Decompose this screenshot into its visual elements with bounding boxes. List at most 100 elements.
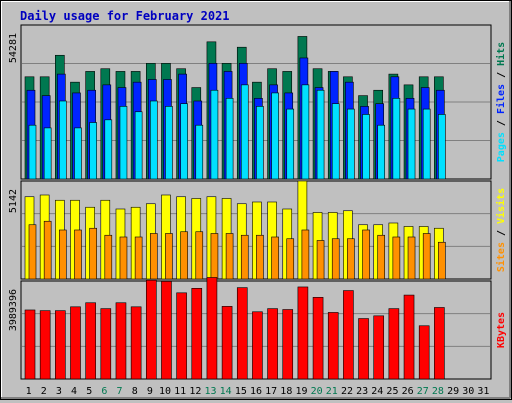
pages-bar-day-17 [271,92,279,180]
day-label-4: 4 [71,386,77,397]
pages-bar-day-12 [195,124,204,180]
sites-bar-day-1 [28,224,37,280]
pages-bar-day-2 [43,127,52,180]
kbytes-bar-day-14 [221,306,233,380]
pages-bar-day-21 [331,103,340,180]
kbytes-bar-day-8 [130,306,142,380]
day-label-22: 22 [341,386,353,397]
pages-bar-day-20 [316,89,325,180]
legend-kbytes: KBytes [496,312,507,348]
sites-bar-day-6 [104,234,113,280]
pages-bar-day-7 [119,106,128,180]
chart-title: Daily usage for February 2021 [20,9,230,23]
kbytes-bar-day-1 [24,309,36,380]
sites-bar-day-25 [392,236,401,280]
kbytes-bar-day-2 [39,310,51,380]
kbytes-bar-day-18 [282,309,294,380]
pages-bar-day-3 [59,100,67,180]
pages-bar-day-24 [377,124,386,180]
kbytes-bar-day-26 [403,294,415,380]
sites-bar-day-21 [331,238,340,280]
kbytes-bar-day-4 [70,306,81,380]
max-label-hits-files-pages: 54281 [8,33,19,63]
sites-bar-day-5 [89,227,97,280]
sites-bar-day-3 [59,229,67,280]
day-label-13: 13 [204,386,216,397]
sites-bar-day-27 [422,233,431,280]
pages-bar-day-4 [74,127,82,180]
day-label-26: 26 [402,386,414,397]
day-label-23: 23 [356,386,368,397]
legend-separator: / [496,66,507,84]
sites-bar-day-4 [74,229,82,280]
max-label-kbytes: 3989396 [8,289,19,331]
kbytes-bar-day-17 [267,308,278,380]
kbytes-bar-day-3 [55,310,66,380]
day-label-9: 9 [147,386,153,397]
day-label-2: 2 [41,386,47,397]
sites-bar-day-13 [210,233,219,280]
day-label-12: 12 [189,386,201,397]
pages-bar-day-8 [134,111,143,180]
kbytes-bar-day-13 [206,277,218,380]
day-label-3: 3 [56,386,62,397]
sites-bar-day-28 [438,241,446,280]
legend-hits-files-pages: Pages / Files / Hits [495,42,507,162]
pages-bar-day-27 [422,108,431,180]
sites-bar-day-19 [301,229,310,280]
pages-bar-day-10 [165,106,173,180]
kbytes-bar-day-15 [236,287,248,380]
kbytes-bar-day-11 [176,292,187,380]
pages-bar-day-18 [286,108,295,180]
pages-bar-day-16 [256,106,264,180]
kbytes-bar-day-19 [297,286,309,380]
day-label-21: 21 [326,386,338,397]
kbytes-bar-day-9 [145,279,157,380]
sites-bar-day-2 [43,220,52,280]
day-label-7: 7 [117,386,123,397]
day-label-11: 11 [174,386,186,397]
kbytes-bar-day-20 [312,297,324,380]
legend-pages: Pages [496,132,507,162]
day-label-25: 25 [386,386,398,397]
kbytes-bar-day-5 [85,302,96,380]
kbytes-bar-day-22 [343,290,354,380]
day-label-24: 24 [371,386,383,397]
sites-bar-day-9 [149,233,158,280]
day-label-31: 31 [477,386,489,397]
sites-bar-day-24 [377,234,386,280]
day-label-10: 10 [159,386,171,397]
legend-visits: Visits [495,188,507,224]
pages-bar-day-11 [180,103,188,180]
day-label-27: 27 [417,386,429,397]
day-label-14: 14 [220,386,232,397]
day-label-5: 5 [86,386,92,397]
kbytes-bar-day-12 [191,288,203,380]
kbytes-bar-day-10 [161,281,172,380]
day-label-28: 28 [432,386,444,397]
kbytes-bar-day-6 [100,308,112,380]
kbytes-bar-day-16 [252,311,263,380]
pages-bar-day-1 [28,124,37,180]
kbytes-bar-day-23 [358,318,369,380]
legend-separator: / [496,114,507,132]
kbytes-bar-day-7 [115,302,127,380]
sites-bar-day-10 [165,233,173,280]
sites-bar-day-15 [240,234,249,280]
legend-sites: Sites [495,242,507,272]
day-label-29: 29 [447,386,459,397]
legend-hits: Hits [495,42,507,66]
sites-bar-day-12 [195,231,204,280]
kbytes-bar-day-21 [327,312,339,380]
day-label-1: 1 [26,386,32,397]
sites-bar-day-7 [119,236,128,280]
pages-bar-day-13 [210,89,219,180]
pages-bar-day-9 [149,100,158,180]
sites-bar-day-23 [362,229,370,280]
pages-bar-day-14 [225,98,234,180]
sites-bar-day-20 [316,240,325,280]
day-label-15: 15 [235,386,247,397]
sites-bar-day-14 [225,233,234,280]
